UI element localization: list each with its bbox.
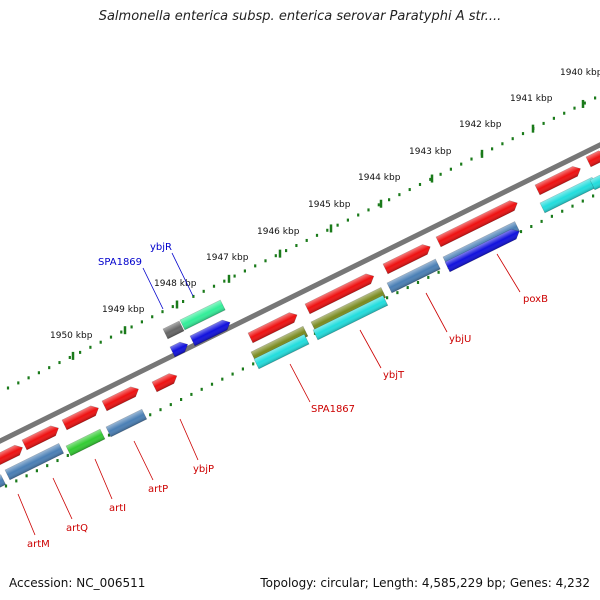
- gene-feature[interactable]: [0, 474, 7, 491]
- gene-labels: ybjR SPA1869 poxB ybjU ybjT SPA1867 ybjP artP ar…: [17, 242, 548, 550]
- gene-label[interactable]: SPA1869: [98, 257, 142, 268]
- gene-features[interactable]: [0, 148, 600, 491]
- gene-label[interactable]: ybjP: [193, 464, 214, 475]
- gene-feature[interactable]: [382, 242, 433, 275]
- ruler-label: 1943 kbp: [409, 147, 452, 157]
- ruler-label: 1942 kbp: [459, 120, 502, 130]
- gene-leader-line: [289, 363, 311, 403]
- map-title: Salmonella enterica subsp. enterica sero…: [98, 9, 502, 24]
- gene-feature[interactable]: [312, 295, 389, 341]
- gene-leader-line: [52, 477, 73, 520]
- gene-leader-line: [425, 292, 448, 333]
- gene-feature[interactable]: [61, 403, 101, 431]
- gene-feature[interactable]: [179, 299, 226, 331]
- gene-label[interactable]: ybjU: [449, 334, 471, 345]
- gene-leader-line: [171, 252, 194, 297]
- gene-feature[interactable]: [101, 384, 141, 412]
- gene-feature[interactable]: [65, 428, 106, 457]
- gene-feature[interactable]: [105, 408, 148, 438]
- gene-label[interactable]: artM: [27, 539, 50, 550]
- ruler-label: 1941 kbp: [510, 94, 553, 104]
- gene-leader-line: [133, 440, 154, 481]
- ruler-label: 1948 kbp: [154, 279, 197, 289]
- gene-feature[interactable]: [253, 333, 310, 370]
- gene-label[interactable]: ybjR: [150, 242, 172, 253]
- gene-feature[interactable]: [534, 164, 583, 196]
- gene-feature[interactable]: [435, 198, 520, 248]
- gene-feature[interactable]: [304, 271, 376, 315]
- genome-backbone: [0, 142, 600, 444]
- gene-label[interactable]: artQ: [66, 523, 88, 534]
- gene-feature[interactable]: [189, 317, 233, 347]
- ruler-label: 1945 kbp: [308, 200, 351, 210]
- gene-feature[interactable]: [169, 339, 190, 358]
- accession-text: Accession: NC_006511: [9, 576, 146, 590]
- genome-summary-text: Topology: circular; Length: 4,585,229 bp…: [260, 576, 590, 590]
- ruler-labels: 1940 kbp 1941 kbp 1942 kbp 1943 kbp 1944 kbp…: [50, 68, 600, 360]
- gene-leader-line: [94, 458, 113, 500]
- gene-feature[interactable]: [0, 443, 25, 466]
- gene-feature[interactable]: [444, 227, 522, 273]
- gene-leader-line: [359, 329, 382, 369]
- gene-label[interactable]: ybjT: [383, 370, 405, 381]
- gene-feature[interactable]: [386, 258, 441, 294]
- ruler-label: 1950 kbp: [50, 331, 93, 341]
- gene-leader-line: [17, 493, 36, 536]
- gene-feature[interactable]: [250, 325, 309, 363]
- gene-feature[interactable]: [589, 173, 600, 191]
- gene-feature[interactable]: [247, 310, 299, 344]
- gene-feature[interactable]: [151, 371, 179, 393]
- gene-feature[interactable]: [21, 423, 61, 451]
- ruler-label: 1949 kbp: [102, 305, 145, 315]
- gene-leader-line: [496, 253, 521, 293]
- ruler-label: 1944 kbp: [358, 173, 401, 183]
- ruler-label: 1947 kbp: [206, 253, 249, 263]
- ruler-label: 1940 kbp: [560, 68, 600, 78]
- gene-label[interactable]: artI: [109, 503, 126, 514]
- gene-feature[interactable]: [585, 148, 600, 168]
- gene-label[interactable]: SPA1867: [311, 404, 355, 415]
- gene-label[interactable]: poxB: [523, 294, 548, 305]
- ruler-label: 1946 kbp: [257, 227, 300, 237]
- gene-leader-line: [142, 267, 164, 310]
- gene-leader-line: [179, 418, 199, 461]
- gene-label[interactable]: artP: [148, 484, 168, 495]
- gene-feature[interactable]: [162, 320, 185, 340]
- gene-feature[interactable]: [4, 443, 65, 481]
- gene-feature[interactable]: [310, 287, 387, 333]
